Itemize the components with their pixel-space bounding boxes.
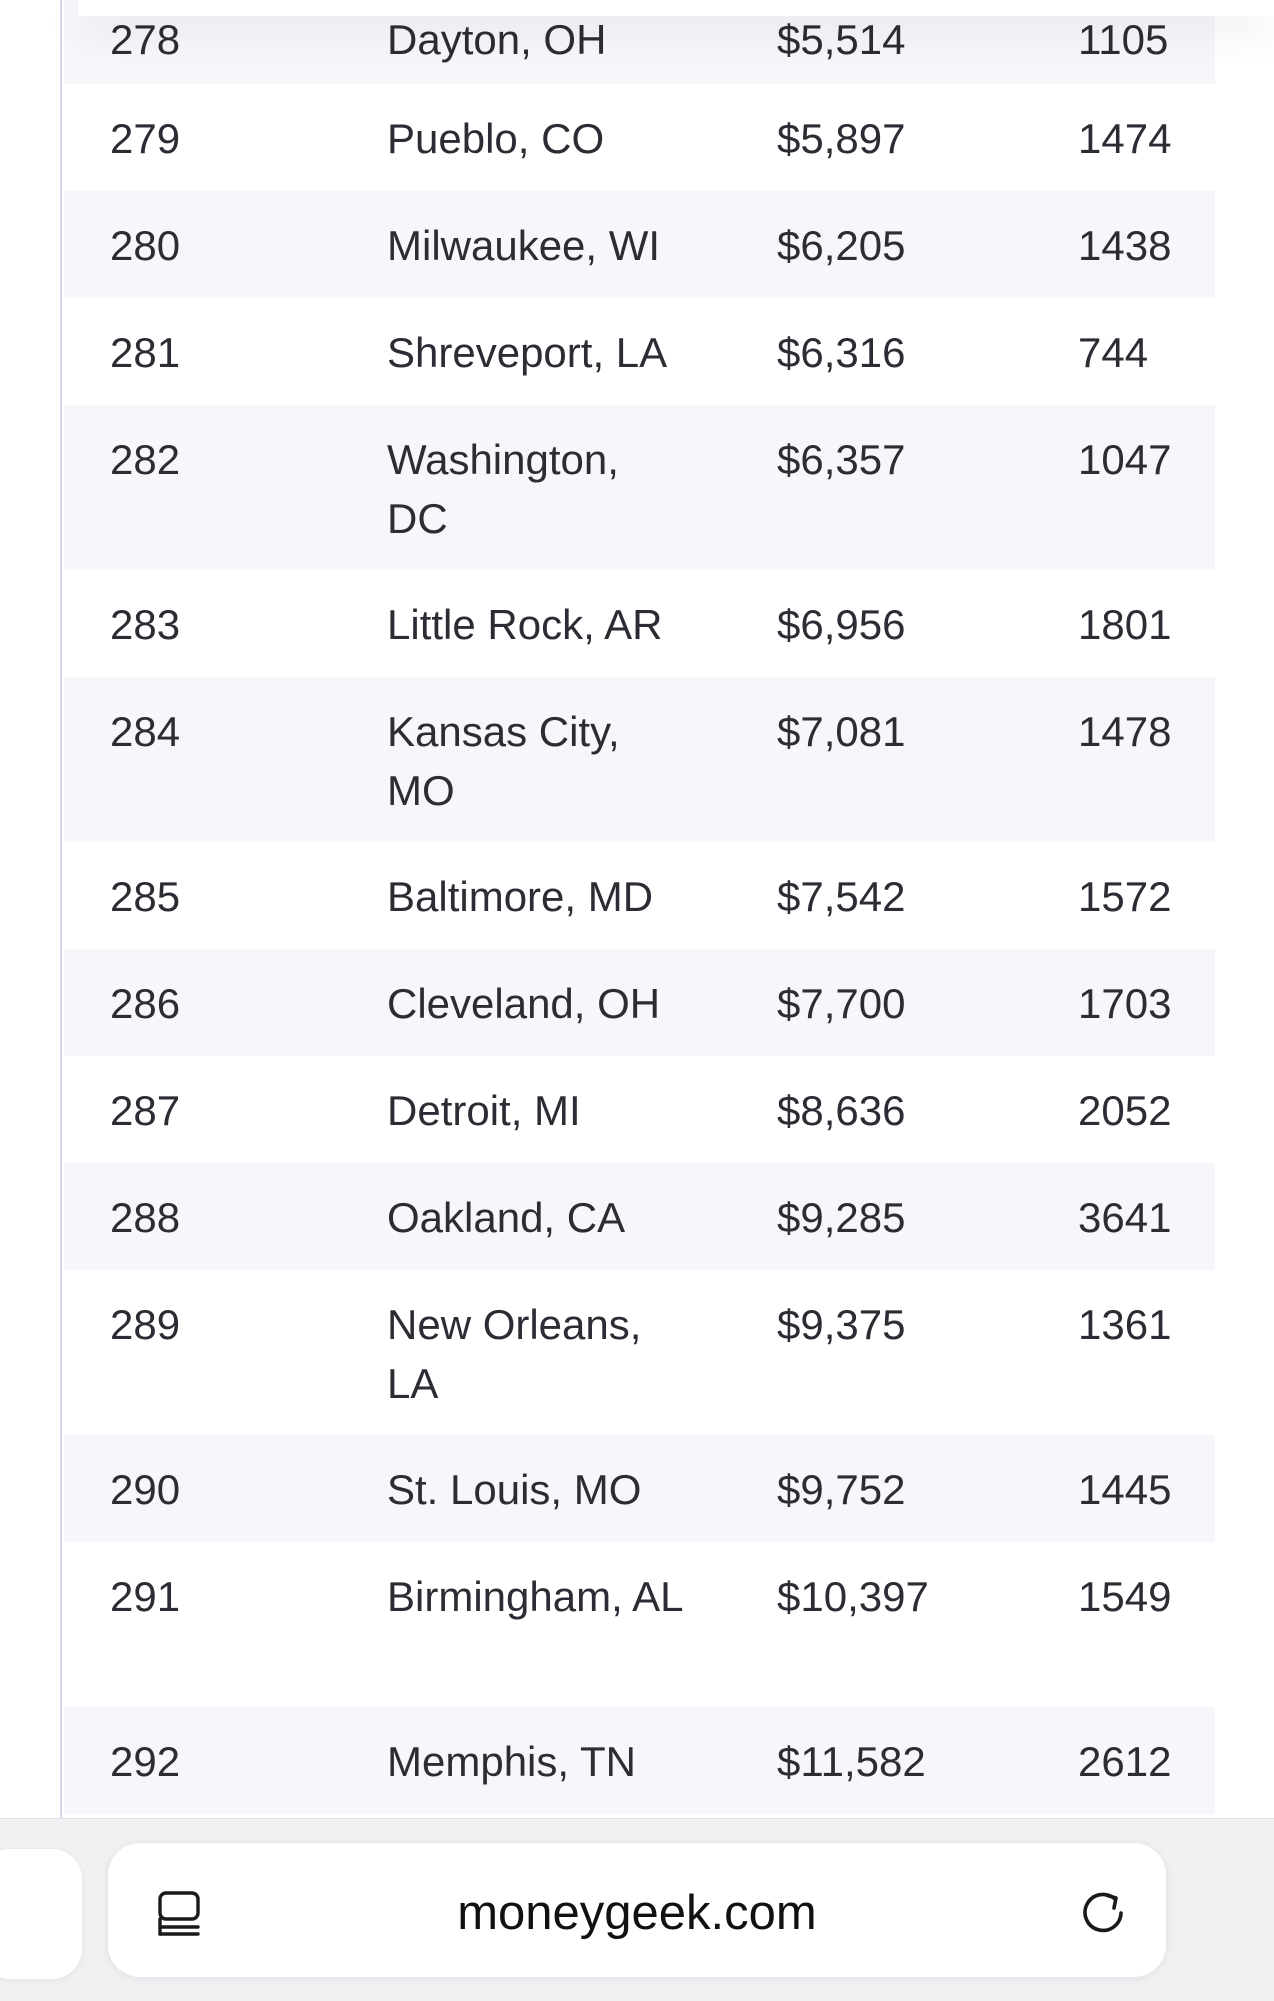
cost-cell: $7,700 — [777, 980, 906, 1027]
city-cost-table: 278 Dayton, OH $5,514 1105 279 Pueblo, C… — [64, 0, 1215, 1814]
city-cell: Oakland, CA — [387, 1194, 626, 1241]
number-cell: 1438 — [1078, 222, 1172, 269]
table-row: 288 Oakland, CA $9,285 3641 — [64, 1163, 1215, 1270]
rank-cell: 281 — [110, 329, 181, 376]
rank-cell: 288 — [110, 1194, 181, 1241]
reload-icon[interactable] — [1078, 1887, 1128, 1937]
city-cell: Memphis, TN — [387, 1738, 636, 1785]
table-row: 292 Memphis, TN $11,582 2612 — [64, 1707, 1215, 1814]
table-row: 279 Pueblo, CO $5,897 1474 — [64, 84, 1215, 191]
rank-cell: 283 — [110, 601, 181, 648]
cost-cell: $7,081 — [777, 708, 906, 755]
number-cell: 1105 — [1078, 16, 1169, 63]
city-cell: Cleveland, OH — [387, 980, 661, 1027]
rank-cell: 290 — [110, 1466, 181, 1513]
city-cell: Kansas City, MO — [387, 708, 620, 814]
cost-cell: $9,285 — [777, 1194, 906, 1241]
rank-cell: 278 — [110, 16, 181, 63]
rank-cell: 280 — [110, 222, 181, 269]
rank-cell: 285 — [110, 873, 181, 920]
cost-cell: $9,375 — [777, 1301, 906, 1348]
city-cell: St. Louis, MO — [387, 1466, 642, 1513]
city-cell: Pueblo, CO — [387, 115, 605, 162]
cost-cell: $8,636 — [777, 1087, 906, 1134]
number-cell: 1474 — [1078, 115, 1172, 162]
table-row: 286 Cleveland, OH $7,700 1703 — [64, 949, 1215, 1056]
table-left-border — [60, 0, 76, 1830]
table-row: 284 Kansas City, MO $7,081 1478 — [64, 677, 1215, 842]
address-bar[interactable]: moneygeek.com — [108, 1843, 1166, 1977]
cost-cell: $9,752 — [777, 1466, 906, 1513]
number-cell: 1361 — [1078, 1301, 1172, 1348]
rank-cell: 291 — [110, 1573, 181, 1620]
cost-cell: $7,542 — [777, 873, 906, 920]
rank-cell: 279 — [110, 115, 181, 162]
city-cell: Birmingham, AL — [387, 1573, 684, 1620]
cost-cell: $5,514 — [777, 16, 906, 63]
reader-mode-icon[interactable] — [156, 1887, 202, 1937]
cost-cell: $6,316 — [777, 329, 906, 376]
rank-cell: 282 — [110, 436, 181, 483]
number-cell: 1047 — [1078, 436, 1172, 483]
table-row: 280 Milwaukee, WI $6,205 1438 — [64, 191, 1215, 298]
number-cell: 2612 — [1078, 1738, 1172, 1785]
cost-cell: $6,357 — [777, 436, 906, 483]
number-cell: 1703 — [1078, 980, 1172, 1027]
city-cell: Little Rock, AR — [387, 601, 663, 648]
number-cell: 1572 — [1078, 873, 1172, 920]
city-cell: Shreveport, LA — [387, 329, 668, 376]
number-cell: 1801 — [1078, 601, 1172, 648]
table-row: 287 Detroit, MI $8,636 2052 — [64, 1056, 1215, 1163]
table-row: 282 Washington, DC $6,357 1047 — [64, 405, 1215, 570]
number-cell: 1445 — [1078, 1466, 1172, 1513]
browser-toolbar: moneygeek.com — [0, 1818, 1274, 2001]
city-cell: Baltimore, MD — [387, 873, 654, 920]
rank-cell: 292 — [110, 1738, 181, 1785]
number-cell: 744 — [1078, 329, 1149, 376]
rank-cell: 286 — [110, 980, 181, 1027]
city-cell: Dayton, OH — [387, 16, 607, 63]
table-row: 281 Shreveport, LA $6,316 744 — [64, 298, 1215, 405]
table-row: 291 Birmingham, AL $10,397 1549 — [64, 1542, 1215, 1707]
number-cell: 3641 — [1078, 1194, 1172, 1241]
previous-tab-peek[interactable] — [0, 1849, 82, 1979]
city-cell: Detroit, MI — [387, 1087, 581, 1134]
city-cell: Milwaukee, WI — [387, 222, 661, 269]
table-row: 289 New Orleans, LA $9,375 1361 — [64, 1270, 1215, 1435]
city-cell: New Orleans, LA — [387, 1301, 642, 1407]
cost-cell: $11,582 — [777, 1738, 926, 1785]
number-cell: 1549 — [1078, 1573, 1172, 1620]
rank-cell: 287 — [110, 1087, 181, 1134]
city-cell: Washington, DC — [387, 436, 619, 542]
cost-cell: $6,956 — [777, 601, 906, 648]
number-cell: 2052 — [1078, 1087, 1172, 1134]
cost-cell: $10,397 — [777, 1573, 929, 1620]
table-row: 283 Little Rock, AR $6,956 1801 — [64, 570, 1215, 677]
cost-cell: $5,897 — [777, 115, 906, 162]
table-row: 285 Baltimore, MD $7,542 1572 — [64, 842, 1215, 949]
cost-cell: $6,205 — [777, 222, 906, 269]
rank-cell: 289 — [110, 1301, 181, 1348]
table-row: 290 St. Louis, MO $9,752 1445 — [64, 1435, 1215, 1542]
overlay-sheet-edge — [78, 0, 1274, 16]
rank-cell: 284 — [110, 708, 181, 755]
url-text[interactable]: moneygeek.com — [457, 1886, 817, 1940]
number-cell: 1478 — [1078, 708, 1172, 755]
